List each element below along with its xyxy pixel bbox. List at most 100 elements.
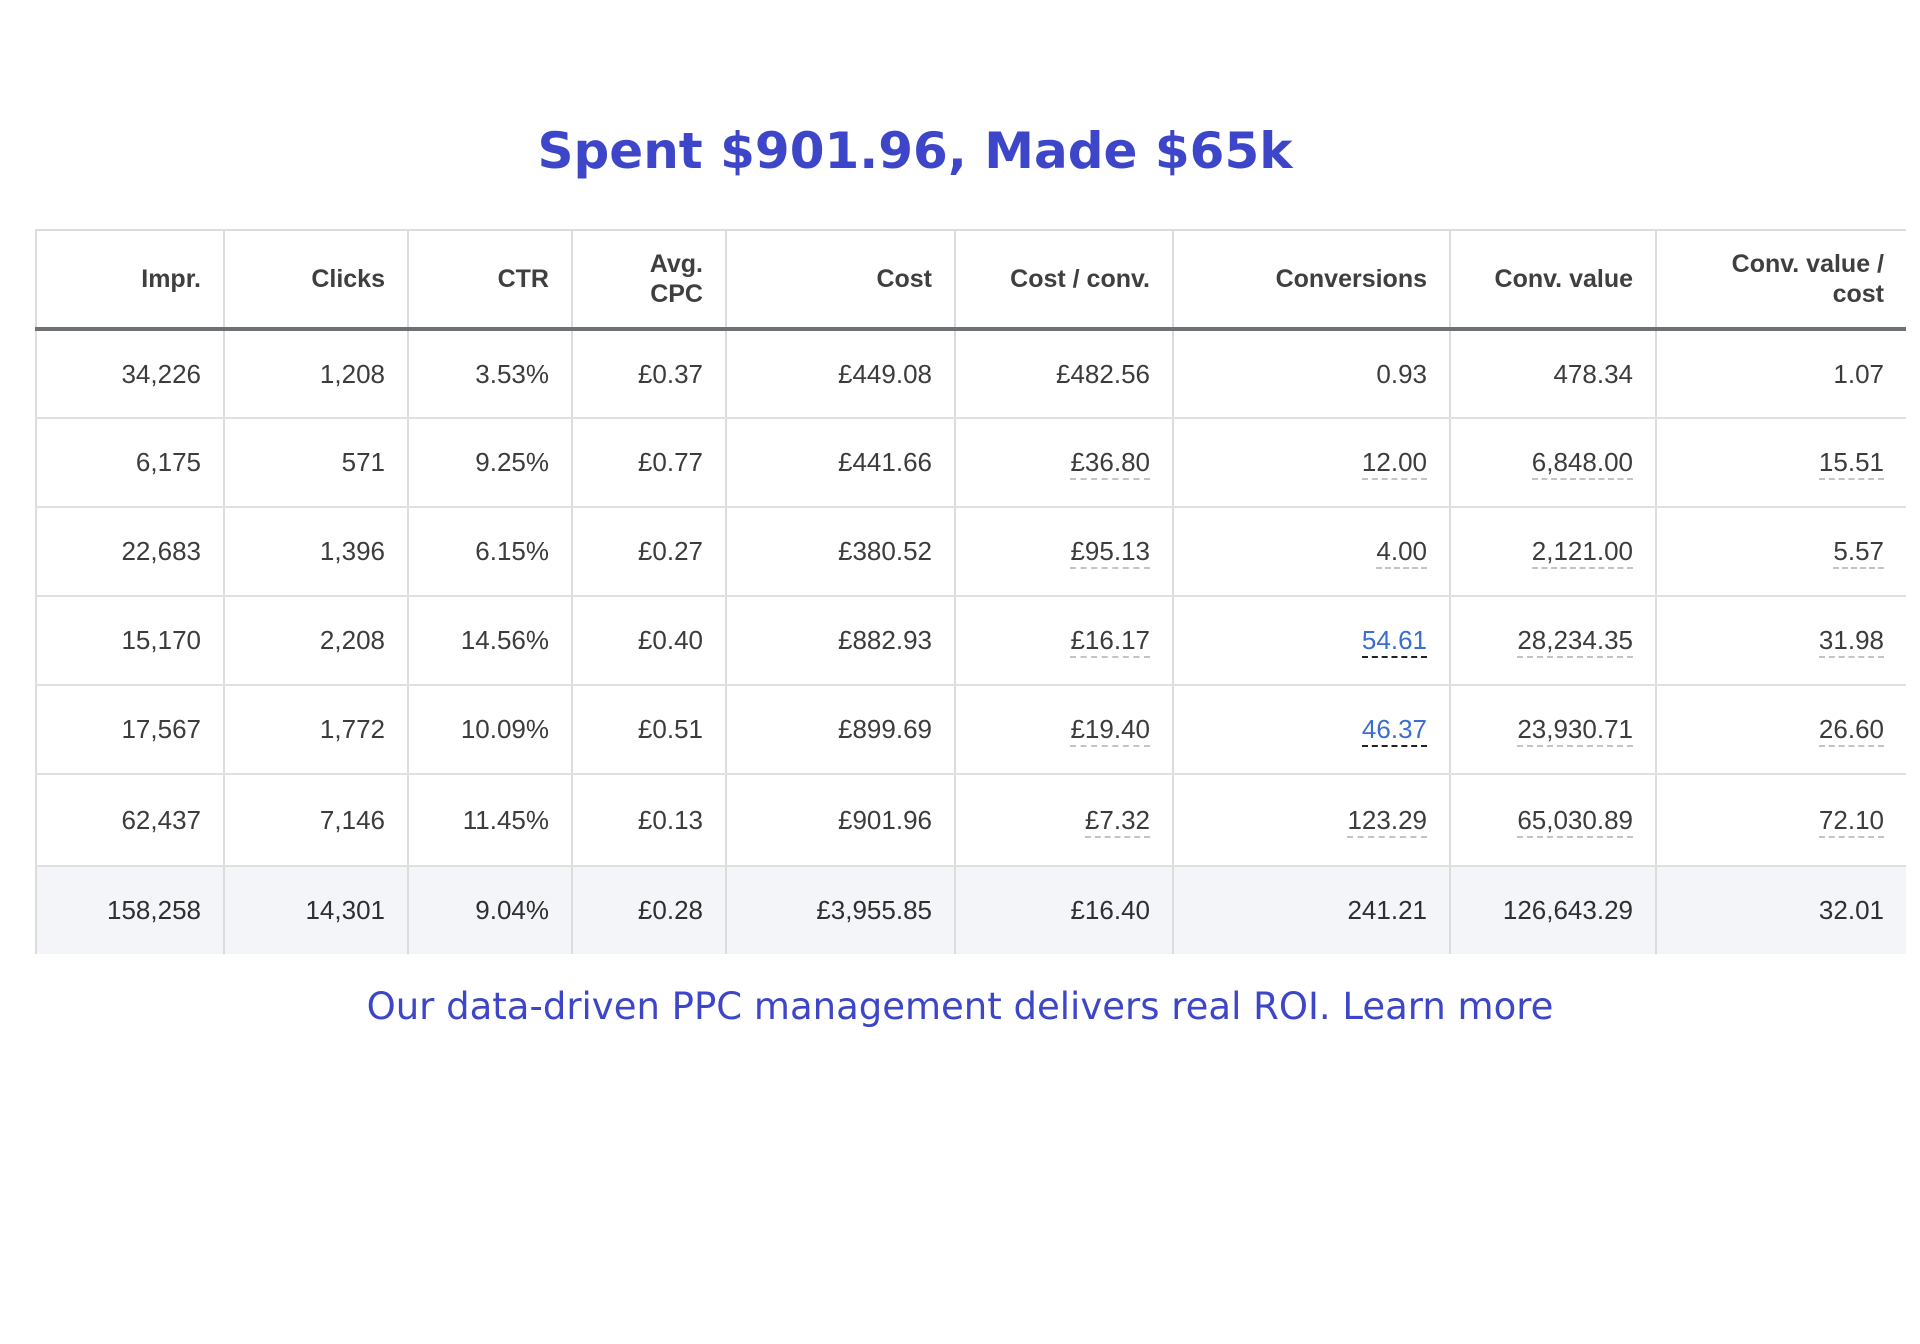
totals-row: 158,258 14,301 9.04% £0.28 £3,955.85 £16… (35, 866, 1906, 954)
table-row: 34,226 1,208 3.53% £0.37 £449.08 £482.56… (35, 329, 1906, 419)
cell-cost: £449.08 (726, 329, 956, 419)
header-label: CTR (497, 265, 549, 293)
value-tooltip-trigger[interactable]: 5.57 (1833, 536, 1884, 569)
header-conv-value[interactable]: Conv. value (1450, 229, 1657, 331)
header-label: Conv. value (1494, 265, 1633, 293)
cell-ctr: 10.09% (408, 685, 573, 775)
cell-cost-per-conv: £19.40 (955, 685, 1174, 775)
cell-conversions: 54.61 (1173, 596, 1451, 686)
value-tooltip-trigger[interactable]: 65,030.89 (1517, 804, 1633, 838)
value-tooltip-trigger[interactable]: 4.00 (1376, 536, 1427, 569)
metrics-table: Impr. Clicks CTR Avg. CPC Cost Cost / co… (35, 229, 1906, 954)
cell-clicks: 1,396 (224, 507, 409, 597)
total-conv-value-per-cost: 32.01 (1656, 866, 1906, 954)
footer-cta-text[interactable]: Our data-driven PPC management delivers … (366, 985, 1554, 1028)
total-conv-value: 126,643.29 (1450, 866, 1657, 954)
cell-conv-value-per-cost: 72.10 (1656, 774, 1906, 867)
cell-cost-per-conv: £482.56 (955, 329, 1174, 419)
value-tooltip-trigger[interactable]: 12.00 (1361, 447, 1427, 480)
cell-clicks: 571 (224, 418, 409, 508)
cell-cost: £901.96 (726, 774, 956, 867)
cell-conv-value: 478.34 (1450, 329, 1657, 419)
cell-ctr: 6.15% (408, 507, 573, 597)
header-impr[interactable]: Impr. (35, 229, 225, 331)
header-conv-value-per-cost[interactable]: Conv. value / cost (1656, 229, 1906, 331)
cell-conversions: 0.93 (1173, 329, 1451, 419)
header-label: Conversions (1275, 265, 1427, 293)
cell-cost-per-conv: £7.32 (955, 774, 1174, 867)
value-tooltip-trigger[interactable]: £95.13 (1070, 536, 1150, 569)
cell-avg-cpc: £0.13 (572, 774, 727, 867)
header-avg-cpc[interactable]: Avg. CPC (572, 229, 727, 331)
cell-impr: 22,683 (35, 507, 225, 597)
header-cost[interactable]: Cost (726, 229, 956, 331)
cell-cost: £441.66 (726, 418, 956, 508)
table-row: 62,437 7,146 11.45% £0.13 £901.96 £7.32 … (35, 774, 1906, 867)
cell-clicks: 1,208 (224, 329, 409, 419)
value-tooltip-trigger[interactable]: £7.32 (1084, 804, 1150, 838)
cell-impr: 34,226 (35, 329, 225, 419)
cell-conversions: 123.29 (1173, 774, 1451, 867)
table-header-row: Impr. Clicks CTR Avg. CPC Cost Cost / co… (35, 229, 1906, 331)
value-tooltip-trigger[interactable]: 6,848.00 (1531, 447, 1633, 480)
value-tooltip-trigger[interactable]: 15.51 (1818, 447, 1884, 480)
cell-impr: 6,175 (35, 418, 225, 508)
header-cost-per-conv[interactable]: Cost / conv. (955, 229, 1174, 331)
cell-avg-cpc: £0.40 (572, 596, 727, 686)
cell-clicks: 7,146 (224, 774, 409, 867)
cell-cost: £380.52 (726, 507, 956, 597)
table-row: 15,170 2,208 14.56% £0.40 £882.93 £16.17… (35, 596, 1906, 686)
cell-ctr: 9.25% (408, 418, 573, 508)
cell-cost: £899.69 (726, 685, 956, 775)
table-row: 17,567 1,772 10.09% £0.51 £899.69 £19.40… (35, 685, 1906, 775)
cell-impr: 15,170 (35, 596, 225, 686)
value-tooltip-trigger[interactable]: 26.60 (1818, 714, 1884, 747)
cell-conv-value-per-cost: 15.51 (1656, 418, 1906, 508)
value-tooltip-trigger[interactable]: £36.80 (1070, 447, 1150, 480)
cell-conv-value: 6,848.00 (1450, 418, 1657, 508)
value-tooltip-trigger[interactable]: 31.98 (1818, 625, 1884, 658)
cell-conv-value: 2,121.00 (1450, 507, 1657, 597)
cell-conv-value-per-cost: 1.07 (1656, 329, 1906, 419)
header-label: Cost (876, 265, 932, 293)
value-tooltip-trigger[interactable]: 72.10 (1818, 804, 1884, 838)
total-conversions: 241.21 (1173, 866, 1451, 954)
cell-clicks: 2,208 (224, 596, 409, 686)
value-tooltip-trigger[interactable]: £16.17 (1070, 625, 1150, 658)
header-clicks[interactable]: Clicks (224, 229, 409, 331)
total-avg-cpc: £0.28 (572, 866, 727, 954)
value-tooltip-trigger[interactable]: 123.29 (1347, 804, 1427, 838)
cell-conv-value: 65,030.89 (1450, 774, 1657, 867)
value-tooltip-trigger[interactable]: 2,121.00 (1531, 536, 1633, 569)
cell-ctr: 11.45% (408, 774, 573, 867)
value-tooltip-trigger[interactable]: 23,930.71 (1517, 714, 1633, 747)
header-label: Avg. CPC (649, 250, 703, 308)
cell-conversions: 12.00 (1173, 418, 1451, 508)
header-label: Impr. (141, 265, 201, 293)
conversions-link[interactable]: 46.37 (1361, 714, 1427, 747)
cell-conversions: 46.37 (1173, 685, 1451, 775)
conversions-link[interactable]: 54.61 (1361, 625, 1427, 658)
value-tooltip-trigger[interactable]: 28,234.35 (1517, 625, 1633, 658)
cell-conv-value-per-cost: 5.57 (1656, 507, 1906, 597)
cell-avg-cpc: £0.37 (572, 329, 727, 419)
cell-cost-per-conv: £36.80 (955, 418, 1174, 508)
cell-cost-per-conv: £95.13 (955, 507, 1174, 597)
header-label: Clicks (311, 265, 385, 293)
cell-impr: 62,437 (35, 774, 225, 867)
total-impr: 158,258 (35, 866, 225, 954)
header-conversions[interactable]: Conversions (1173, 229, 1451, 331)
cell-avg-cpc: £0.51 (572, 685, 727, 775)
cell-avg-cpc: £0.77 (572, 418, 727, 508)
value-tooltip-trigger[interactable]: £19.40 (1070, 714, 1150, 747)
total-cost-per-conv: £16.40 (955, 866, 1174, 954)
cell-cost-per-conv: £16.17 (955, 596, 1174, 686)
cell-impr: 17,567 (35, 685, 225, 775)
header-label: Cost / conv. (1010, 265, 1150, 293)
cell-ctr: 3.53% (408, 329, 573, 419)
header-label: Conv. value / cost (1731, 250, 1884, 308)
cell-conversions: 4.00 (1173, 507, 1451, 597)
header-ctr[interactable]: CTR (408, 229, 573, 331)
cell-ctr: 14.56% (408, 596, 573, 686)
cell-conv-value: 28,234.35 (1450, 596, 1657, 686)
